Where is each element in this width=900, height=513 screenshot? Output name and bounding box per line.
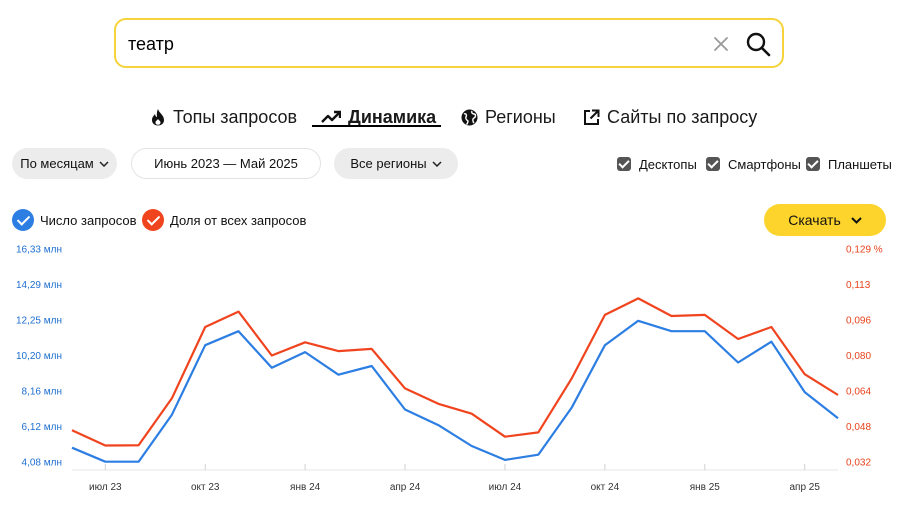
region-label: Все регионы <box>350 156 427 171</box>
tab-label: Сайты по запросу <box>607 106 758 127</box>
legend-label: Доля от всех запросов <box>170 212 307 228</box>
checkbox-icon <box>617 157 631 171</box>
y-left-tick-label: 8,16 млн <box>22 387 62 398</box>
y-left-tick-label: 16,33 млн <box>16 245 62 256</box>
external-link-icon <box>584 109 600 125</box>
download-button[interactable]: Скачать <box>764 204 886 236</box>
date-range-picker[interactable]: Июнь 2023 — Май 2025 <box>131 148 321 179</box>
y-left-tick-label: 12,25 млн <box>16 316 62 327</box>
y-right-tick-label: 0,080 <box>846 351 871 362</box>
y-right-tick-label: 0,096 <box>846 316 871 327</box>
region-select[interactable]: Все регионы <box>334 148 458 179</box>
tab-label: Регионы <box>485 106 556 127</box>
tab-top-queries[interactable]: Топы запросов <box>150 104 297 130</box>
period-type-label: По месяцам <box>20 156 94 171</box>
tab-label: Динамика <box>348 106 437 127</box>
search-box <box>114 18 784 68</box>
y-right-tick-label: 0,048 <box>846 422 871 433</box>
trend-icon <box>321 110 341 123</box>
x-tick-label: апр 24 <box>390 482 421 493</box>
checkbox-label: Планшеты <box>828 156 892 172</box>
series-line-queries-count <box>71 319 839 463</box>
y-right-tick-label: 0,032 <box>846 458 871 469</box>
tab-label: Топы запросов <box>173 106 298 127</box>
chevron-down-icon <box>99 160 109 167</box>
download-label: Скачать <box>788 212 841 228</box>
checkbox-icon <box>706 157 720 171</box>
y-left-tick-label: 4,08 млн <box>22 458 62 469</box>
fire-icon <box>152 109 164 126</box>
tabs: Топы запросов Динамика Регионы Сайты по … <box>0 104 900 134</box>
y-left-tick-label: 6,12 млн <box>22 422 62 433</box>
search-input[interactable] <box>128 32 688 56</box>
chevron-down-icon <box>851 216 862 224</box>
checkbox-tablets[interactable]: Планшеты <box>806 155 892 173</box>
y-right-tick-label: 0,113 <box>846 280 871 291</box>
active-tab-indicator <box>312 125 441 127</box>
y-right-tick-label: 0,129 % <box>846 245 883 256</box>
check-circle-icon <box>12 209 34 231</box>
legend-label: Число запросов <box>40 212 137 228</box>
period-type-select[interactable]: По месяцам <box>12 148 117 179</box>
x-tick-label: июл 24 <box>489 482 522 493</box>
legend-queries-share[interactable]: Доля от всех запросов <box>142 208 306 232</box>
globe-icon <box>461 109 478 125</box>
search-icon[interactable] <box>744 30 772 58</box>
y-left-tick-label: 10,20 млн <box>16 351 62 362</box>
checkbox-smartphones[interactable]: Смартфоны <box>706 155 801 173</box>
y-right-tick-label: 0,064 <box>846 387 871 398</box>
tab-regions[interactable]: Регионы <box>461 104 556 130</box>
tab-dynamics[interactable]: Динамика <box>321 104 436 130</box>
tab-sites[interactable]: Сайты по запросу <box>583 104 757 130</box>
check-circle-icon <box>142 209 164 231</box>
x-tick-label: апр 25 <box>789 482 820 493</box>
date-range-label: Июнь 2023 — Май 2025 <box>154 156 298 171</box>
checkbox-icon <box>806 157 820 171</box>
x-tick-label: июл 23 <box>89 482 122 493</box>
legend-queries-count[interactable]: Число запросов <box>12 208 136 232</box>
checkbox-desktops[interactable]: Десктопы <box>617 155 697 173</box>
dynamics-chart: 16,33 млн 14,29 млн 12,25 млн 10,20 млн 8,16… <box>16 245 883 494</box>
x-tick-label: янв 24 <box>290 482 321 493</box>
x-tick-label: окт 23 <box>191 482 220 493</box>
series-line-queries-share <box>71 297 839 447</box>
x-tick-label: янв 25 <box>690 482 721 493</box>
checkbox-label: Десктопы <box>639 156 697 172</box>
chevron-down-icon <box>432 160 442 167</box>
clear-icon[interactable] <box>710 33 732 55</box>
y-left-tick-label: 14,29 млн <box>16 280 62 291</box>
x-tick-label: окт 24 <box>591 482 620 493</box>
checkbox-label: Смартфоны <box>728 156 801 172</box>
